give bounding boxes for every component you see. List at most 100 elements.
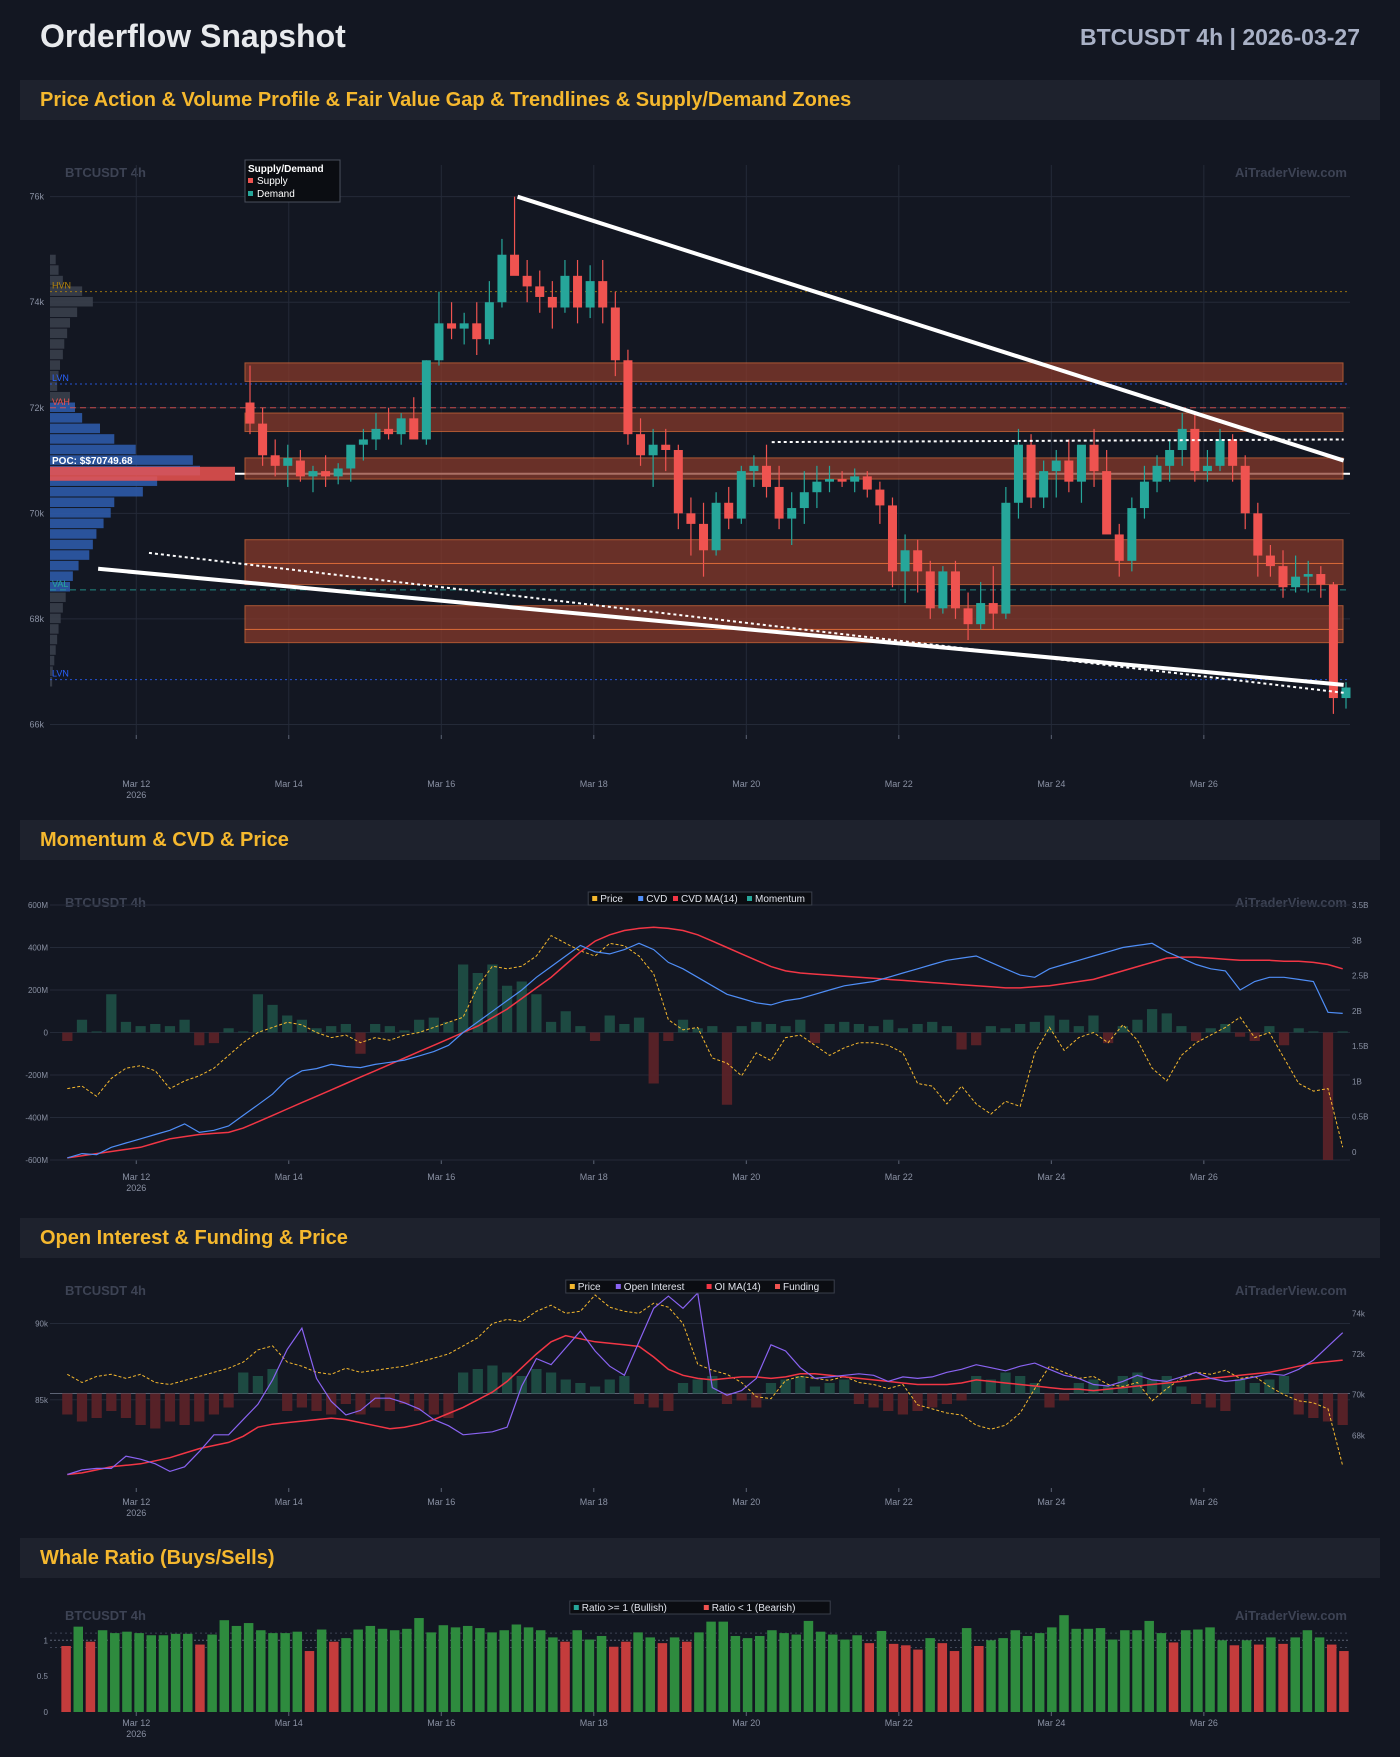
funding-bar [545,1372,557,1394]
candle-body [925,571,935,609]
y-right-tick-label: 1B [1352,1077,1362,1086]
whale-ratio-bar [183,1633,193,1712]
section-title: Price Action & Volume Profile & Fair Val… [40,89,852,111]
momentum-bar [1000,1028,1011,1033]
x-tick-label: Mar 24 [1037,1718,1065,1728]
y-left-tick-label: 85k [35,1396,49,1405]
momentum-bar [76,1019,88,1033]
funding-bar [619,1376,630,1394]
whale-ratio-bar [207,1634,217,1712]
funding-bar [91,1393,102,1418]
candle-body [321,471,331,477]
x-tick-label: Mar 14 [275,779,303,789]
funding-bar [956,1393,967,1401]
candle-body [875,489,885,506]
candle-body [661,444,671,450]
momentum-bar [677,1019,689,1033]
y-tick-label: 1 [44,1636,49,1645]
whale-ratio-bar [292,1631,303,1712]
candle-body [963,608,973,625]
volume-profile-bar [50,275,63,286]
whale-ratio-bar [341,1638,351,1712]
whale-ratio-bar [681,1641,692,1712]
funding-bar [384,1393,395,1411]
candle-body [938,571,948,609]
whale-ratio-bar [767,1630,777,1712]
momentum-bar [1102,1032,1114,1044]
whale-ratio-bar [584,1639,595,1712]
funding-bar [897,1393,909,1415]
section-header-whale-ratio: Whale Ratio (Buys/Sells) [20,1538,1380,1578]
section-title: Open Interest & Funding & Price [40,1227,348,1249]
momentum-bar [135,1026,146,1033]
funding-bar [208,1393,220,1415]
x-tick-label: Mar 14 [275,1497,303,1507]
momentum-bar [1146,1009,1158,1033]
candle-body [1291,576,1301,588]
volume-profile-bar [50,307,78,318]
whale-ratio-bar [572,1630,582,1712]
candle-body [484,302,494,340]
whale-ratio-bar [110,1633,120,1712]
funding-bar [120,1393,132,1418]
whale-ratio-bar [535,1630,546,1712]
whale-ratio-bar [85,1641,96,1712]
y-tick-label: 0.5 [37,1672,49,1681]
whale-ratio-bar [669,1637,680,1712]
funding-bar [340,1393,351,1404]
funding-bar [824,1383,835,1394]
volume-profile-bar [50,497,115,508]
x-tick-label: Mar 18 [580,779,608,789]
candle-body [421,360,431,440]
momentum-bar [1293,1028,1304,1033]
candle-body [976,603,986,625]
x-tick-label: Mar 16 [427,779,455,789]
volume-profile-bar [50,666,53,676]
volume-profile-bar [50,444,136,455]
volume-profile-bar [50,434,115,444]
whale-ratio-bar [840,1639,850,1712]
volume-profile-bar [50,349,63,360]
whale-ratio-bar [1022,1635,1033,1712]
whale-ratio-bar [730,1635,741,1712]
whale-ratio-bar [402,1628,412,1712]
x-tick-label: Mar 26 [1190,1718,1218,1728]
x-tick-label: Mar 16 [427,1718,455,1728]
momentum-bar [985,1026,996,1033]
funding-bar [1234,1379,1246,1394]
whale-ratio-bar [961,1628,972,1712]
whale-ratio-bar [608,1646,619,1712]
funding-bar [560,1379,571,1394]
y-tick-label: 76k [29,192,44,202]
supply-zone [244,457,1344,480]
whale-ratio-bar [1168,1642,1179,1712]
funding-bar [795,1376,806,1394]
momentum-bar [765,1024,777,1033]
legend-swatch [573,1605,579,1610]
legend-swatch [673,896,678,901]
candle-body [711,502,721,551]
momentum-bar [457,964,469,1033]
volume-profile-bar [50,318,70,328]
candle-body [472,323,482,340]
candle-body [295,460,305,477]
y-tick-label: 66k [29,719,44,729]
volume-profile-bar [50,645,56,655]
legend-item-supply: Supply [257,176,288,187]
legend-item: CVD MA(14) [681,894,738,905]
site-watermark: AiTraderView.com [1235,895,1347,910]
whale-ratio-bar [1302,1630,1313,1712]
candle-body [396,418,406,435]
whale-ratio-bar [1229,1645,1240,1712]
funding-bar [575,1383,586,1394]
whale-ratio-bar [901,1645,911,1712]
momentum-bar [633,1017,645,1033]
momentum-bar [809,1032,821,1044]
momentum-bar [619,1024,630,1033]
volume-profile-bar [50,592,66,603]
funding-bar [531,1369,542,1394]
